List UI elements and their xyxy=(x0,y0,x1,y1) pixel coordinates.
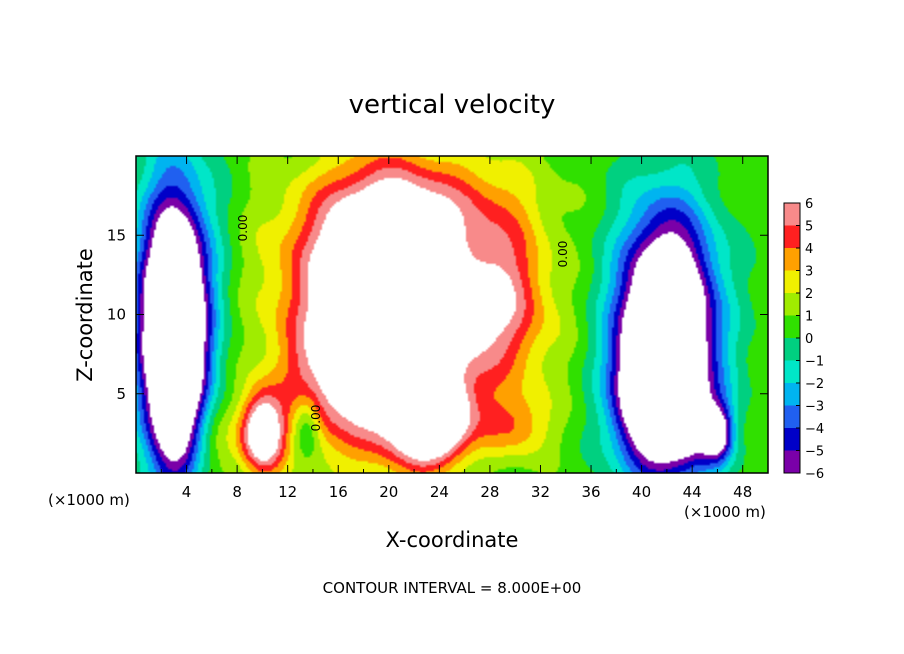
x-tick-label: 48 xyxy=(733,483,752,501)
colorbar-label: 6 xyxy=(805,197,813,212)
colorbar-swatch xyxy=(784,225,800,248)
x-tick-label: 24 xyxy=(430,483,449,501)
colorbar-label: 1 xyxy=(805,310,813,325)
colorbar-label: −4 xyxy=(805,422,824,437)
colorbar-label: −6 xyxy=(805,467,824,482)
x-axis-label: X-coordinate xyxy=(386,528,519,552)
zero-contour-label: 0.00 xyxy=(309,405,323,432)
colorbar-swatch xyxy=(784,338,800,361)
colorbar-swatch xyxy=(784,203,800,226)
x-tick-label: 16 xyxy=(329,483,348,501)
colorbar-label: 5 xyxy=(805,220,813,235)
x-tick-label: 28 xyxy=(480,483,499,501)
colorbar-swatch xyxy=(784,360,800,383)
y-tick-label: 15 xyxy=(107,226,126,244)
colorbar-swatch xyxy=(784,270,800,293)
x-tick-label: 20 xyxy=(379,483,398,501)
colorbar-label: 3 xyxy=(805,265,813,280)
zero-contour-label: 0.00 xyxy=(236,215,250,242)
colorbar-label: −3 xyxy=(805,400,824,415)
colorbar-swatch xyxy=(784,383,800,406)
heatmap-field xyxy=(136,156,768,473)
chart-title: vertical velocity xyxy=(349,90,556,120)
colorbar-swatch xyxy=(784,450,800,473)
x-tick-label: 40 xyxy=(632,483,651,501)
colorbar-swatch xyxy=(784,315,800,338)
colorbar-swatch xyxy=(784,405,800,428)
colorbar-swatch xyxy=(784,428,800,451)
x-unit-label-right: (×1000 m) xyxy=(684,503,766,521)
zero-contour-label: 0.00 xyxy=(556,241,570,268)
colorbar-label: −5 xyxy=(805,445,824,460)
colorbar-label: −2 xyxy=(805,377,824,392)
colorbar-label: 2 xyxy=(805,287,813,302)
y-axis: 5 10 15 xyxy=(107,226,768,403)
x-tick-label: 8 xyxy=(232,483,242,501)
y-axis-label: Z-coordinate xyxy=(73,248,97,382)
x-tick-label: 44 xyxy=(683,483,702,501)
x-tick-label: 32 xyxy=(531,483,550,501)
y-tick-label: 10 xyxy=(107,306,126,324)
y-tick-label: 5 xyxy=(116,385,126,403)
contour-interval-note: CONTOUR INTERVAL = 8.000E+00 xyxy=(323,579,582,597)
colorbar: 6 5 4 3 2 1 0 −1 −2 −3 −4 −5 −6 xyxy=(783,197,824,482)
x-tick-label: 36 xyxy=(581,483,600,501)
colorbar-label: 4 xyxy=(805,242,813,257)
colorbar-label: 0 xyxy=(805,332,813,347)
colorbar-swatch xyxy=(784,248,800,271)
colorbar-label: −1 xyxy=(805,355,824,370)
colorbar-swatch xyxy=(784,293,800,316)
x-unit-label-left: (×1000 m) xyxy=(48,491,130,509)
zero-contour-labels: 0.00 0.00 0.00 xyxy=(236,215,570,432)
x-tick-label: 4 xyxy=(182,483,192,501)
x-axis: 4 8 12 16 20 24 28 32 36 40 44 48 xyxy=(160,156,752,501)
x-tick-label: 12 xyxy=(278,483,297,501)
